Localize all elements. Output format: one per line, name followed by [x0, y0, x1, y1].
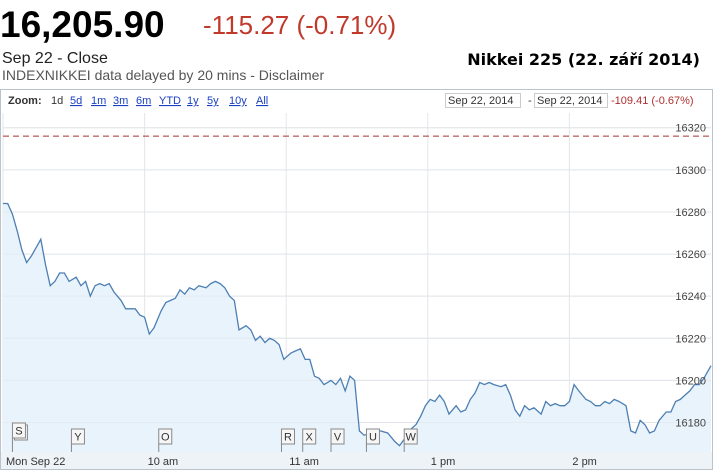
flag-label[interactable]: X — [306, 432, 314, 444]
zoom-option[interactable]: 3m — [113, 95, 128, 107]
y-tick-label: 16240 — [675, 291, 706, 303]
range-start-box[interactable] — [445, 93, 521, 108]
source-note: INDEXNIKKEI data delayed by 20 mins - Di… — [2, 67, 324, 83]
flag-label[interactable]: R — [284, 432, 292, 444]
price: 16,205.90 — [0, 4, 165, 45]
zoom-option[interactable]: 10y — [229, 95, 247, 107]
zoom-option[interactable]: 5y — [207, 95, 219, 107]
zoom-option[interactable]: All — [256, 95, 268, 107]
range-change: -109.41 (-0.67%) — [611, 95, 694, 107]
zoom-option[interactable]: 6m — [136, 95, 151, 107]
plot-area: 16180 16200 16220 16240 16260 16280 16300 16320… — [2, 113, 712, 468]
flag[interactable] — [280, 428, 295, 445]
flag[interactable] — [70, 428, 85, 445]
zoom-option[interactable]: 1d — [51, 95, 63, 107]
range-separator: - — [528, 95, 532, 107]
y-tick-label: 16280 — [675, 207, 706, 219]
x-tick-label: 2 pm — [572, 456, 596, 468]
flag-label[interactable]: V — [334, 432, 342, 444]
zoom-option[interactable]: 1m — [91, 95, 106, 107]
flag[interactable] — [158, 428, 173, 445]
y-tick-label: 16200 — [675, 375, 706, 387]
x-axis-band — [1, 452, 712, 469]
x-tick-label: 1 pm — [431, 456, 455, 468]
y-tick-label: 16220 — [675, 333, 706, 345]
chart-title: Nikkei 225 (22. září 2014) — [467, 50, 700, 69]
y-tick-label: 16260 — [675, 249, 706, 261]
area — [3, 203, 711, 452]
x-tick-label: Mon Sep 22 — [6, 456, 65, 468]
flag[interactable] — [11, 422, 26, 439]
y-tick-label: 16320 — [675, 123, 706, 135]
range-end-box[interactable] — [534, 93, 608, 108]
y-tick-label: 16300 — [675, 165, 706, 177]
status: Sep 22 - Close — [2, 50, 108, 67]
y-tick-label: 16180 — [675, 418, 706, 430]
flag[interactable] — [330, 428, 345, 445]
price-change: -115.27 (-0.71%) — [203, 10, 396, 40]
flag[interactable] — [302, 428, 317, 445]
zoom-option[interactable]: 5d — [70, 95, 82, 107]
flag[interactable] — [403, 428, 418, 445]
range-start[interactable]: Sep 22, 2014 — [448, 95, 513, 107]
range-end[interactable]: Sep 22, 2014 — [537, 95, 602, 107]
zoom-option[interactable]: 1y — [187, 95, 199, 107]
zoom-label: Zoom: — [8, 95, 42, 107]
flag[interactable] — [365, 428, 380, 445]
zoom-option[interactable]: YTD — [159, 95, 181, 107]
x-tick-label: 10 am — [148, 456, 179, 468]
flag-label[interactable]: W — [406, 432, 417, 444]
x-tick-label: 11 am — [289, 456, 319, 468]
flag-label[interactable]: O — [161, 432, 170, 444]
flag-label[interactable]: U — [369, 432, 377, 444]
flag-label[interactable]: S — [15, 426, 22, 438]
flag-label[interactable]: Y — [74, 432, 82, 444]
line — [3, 202, 712, 447]
